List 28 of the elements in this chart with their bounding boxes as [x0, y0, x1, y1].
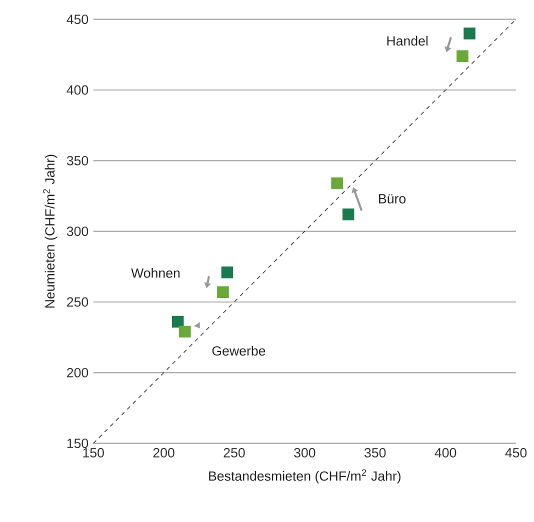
annotation: Wohnen [131, 268, 180, 278]
x-tick-label: 450 [505, 448, 527, 458]
y-tick-label: 400 [66, 85, 88, 95]
y-tick-label: 300 [66, 226, 88, 236]
y-tick-label: 350 [66, 156, 88, 166]
y-tick-label: 250 [67, 297, 88, 307]
x-tick-label: 300 [294, 448, 316, 458]
x-tick-label: 150 [83, 448, 104, 458]
point [172, 316, 184, 328]
x-tick-label: 250 [224, 448, 245, 458]
point [217, 286, 229, 298]
annotation: Gewerbe [212, 346, 266, 356]
point [179, 326, 191, 338]
point [331, 177, 343, 190]
x-tick-label: 400 [434, 448, 456, 458]
point [464, 28, 476, 40]
x-tick-label: 350 [364, 448, 386, 458]
y-tick-label: 200 [67, 368, 88, 378]
point [342, 208, 354, 220]
point [456, 50, 468, 62]
y-tick-label: 450 [66, 14, 88, 24]
annotation: Büro [379, 194, 406, 204]
x-tick-label: 200 [153, 448, 174, 458]
point [221, 266, 234, 278]
x-axis-title: Bestandesmieten (CHF/m$^{2}$ Jahr) [209, 469, 401, 484]
y-axis-title: Neumieten (CHF/m$^{2}$ Jahr) [43, 154, 58, 308]
annotation: Handel [387, 36, 428, 46]
y-tick-label: 150 [67, 438, 88, 448]
